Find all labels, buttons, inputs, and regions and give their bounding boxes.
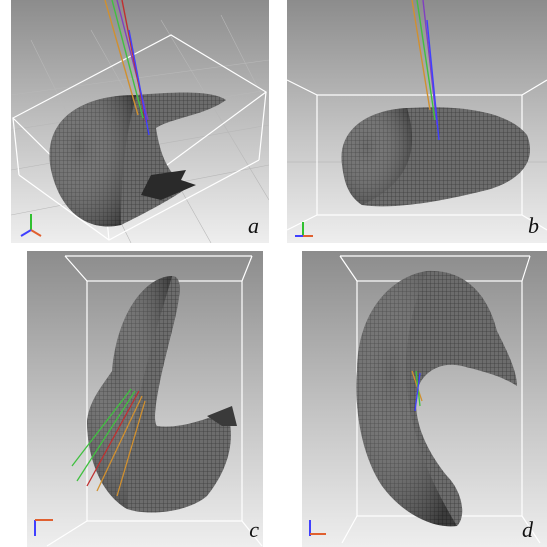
ray-bundle: [71, 388, 146, 497]
panel-label: a: [248, 213, 259, 238]
panel-label: c: [249, 517, 259, 542]
panel-label: d: [522, 517, 533, 542]
ray-bundle: [104, 0, 150, 136]
axis-triad-icon: [20, 214, 42, 237]
viewport-panel-b: b: [287, 0, 547, 243]
viewport-panel-a: a: [11, 0, 269, 243]
viewport-panel-d: d: [302, 251, 547, 547]
viewport-panel-c: c: [27, 251, 263, 547]
axis-triad-icon: [295, 222, 313, 237]
mesh-surface: [87, 276, 237, 513]
scene-d: [302, 251, 547, 547]
mesh-surface: [341, 107, 531, 207]
ray-bundle: [411, 0, 440, 141]
scene-b: [287, 0, 547, 243]
mesh-surface: [49, 92, 226, 227]
panel-label: b: [528, 213, 539, 238]
axis-triad-icon: [309, 520, 326, 536]
scene-c: [27, 251, 263, 547]
mesh-surface: [356, 270, 517, 527]
scene-a: [11, 0, 269, 243]
ray-bundle: [411, 370, 423, 412]
axis-triad-icon: [34, 519, 53, 536]
